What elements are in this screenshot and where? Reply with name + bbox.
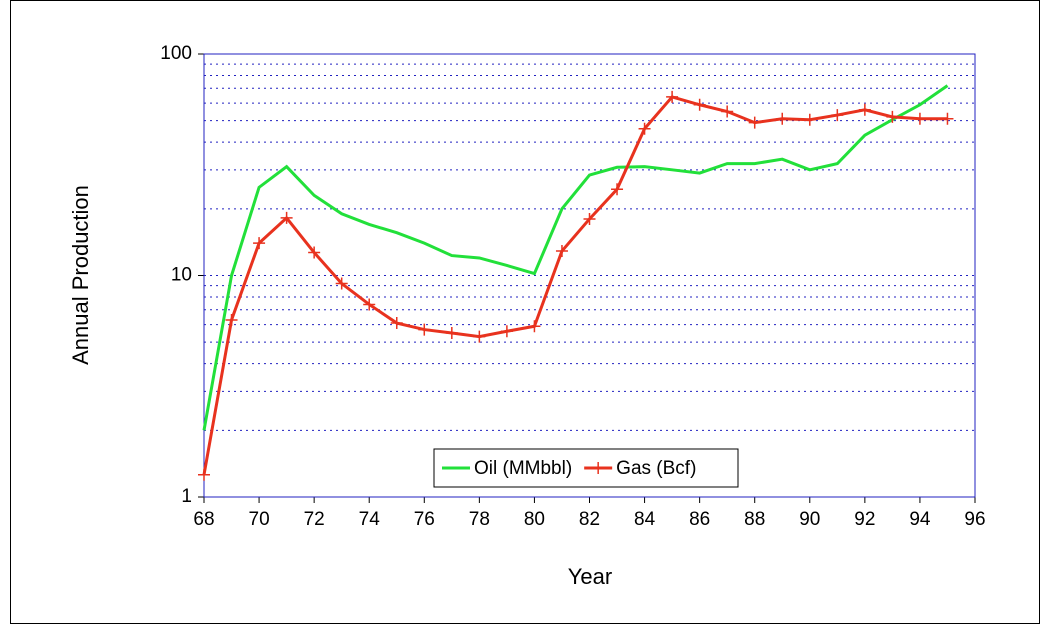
point-marker <box>693 98 706 111</box>
point-marker <box>418 323 431 336</box>
point-marker <box>913 112 926 125</box>
y-tick-label: 1 <box>181 486 192 507</box>
point-marker <box>748 116 761 129</box>
point-marker <box>363 298 376 311</box>
point-marker <box>390 317 403 330</box>
point-marker <box>280 211 293 224</box>
point-marker <box>858 103 871 116</box>
x-tick-label: 72 <box>304 509 325 530</box>
x-axis-label: Year <box>568 564 612 589</box>
x-tick-label: 94 <box>909 509 931 530</box>
y-tick-label: 100 <box>160 43 192 64</box>
point-marker <box>941 112 954 125</box>
point-marker <box>555 245 568 258</box>
x-tick-label: 82 <box>579 509 600 530</box>
x-tick-label: 88 <box>744 509 765 530</box>
x-tick-label: 84 <box>634 509 656 530</box>
series-line <box>202 95 948 476</box>
point-marker <box>803 113 816 126</box>
x-tick-label: 90 <box>799 509 820 530</box>
point-marker <box>198 468 210 481</box>
point-marker <box>831 109 844 122</box>
point-marker <box>528 320 541 333</box>
point-marker <box>886 110 899 123</box>
x-tick-label: 78 <box>469 509 490 530</box>
legend-marker <box>592 462 605 474</box>
x-tick-label: 80 <box>524 509 545 530</box>
x-tick-label: 74 <box>359 509 381 530</box>
legend: Oil (MMbbl) Gas (Bcf) <box>433 448 739 488</box>
x-tick-label: 76 <box>414 509 435 530</box>
legend-label: Oil (MMbbl) <box>474 458 572 479</box>
point-marker <box>473 330 486 343</box>
point-marker <box>638 122 651 135</box>
point-marker <box>335 277 348 290</box>
point-marker <box>666 90 679 103</box>
point-marker <box>583 212 596 225</box>
x-tick-label: 68 <box>193 509 214 530</box>
y-tick-label: 10 <box>171 265 192 286</box>
point-marker <box>308 246 321 259</box>
series-line <box>202 84 949 431</box>
point-marker <box>500 325 513 338</box>
x-tick-label: 92 <box>854 509 875 530</box>
legend-label: Gas (Bcf) <box>616 458 696 479</box>
plot-border <box>203 53 976 498</box>
point-marker <box>253 237 266 250</box>
point-marker <box>225 313 238 326</box>
x-tick-label: 86 <box>689 509 710 530</box>
point-marker <box>721 105 734 118</box>
x-tick-label: 96 <box>964 509 985 530</box>
x-tick-label: 70 <box>249 509 270 530</box>
y-axis-label: Annual Production <box>68 185 93 365</box>
point-marker <box>776 112 789 125</box>
point-marker <box>611 183 624 196</box>
point-marker <box>445 327 458 340</box>
